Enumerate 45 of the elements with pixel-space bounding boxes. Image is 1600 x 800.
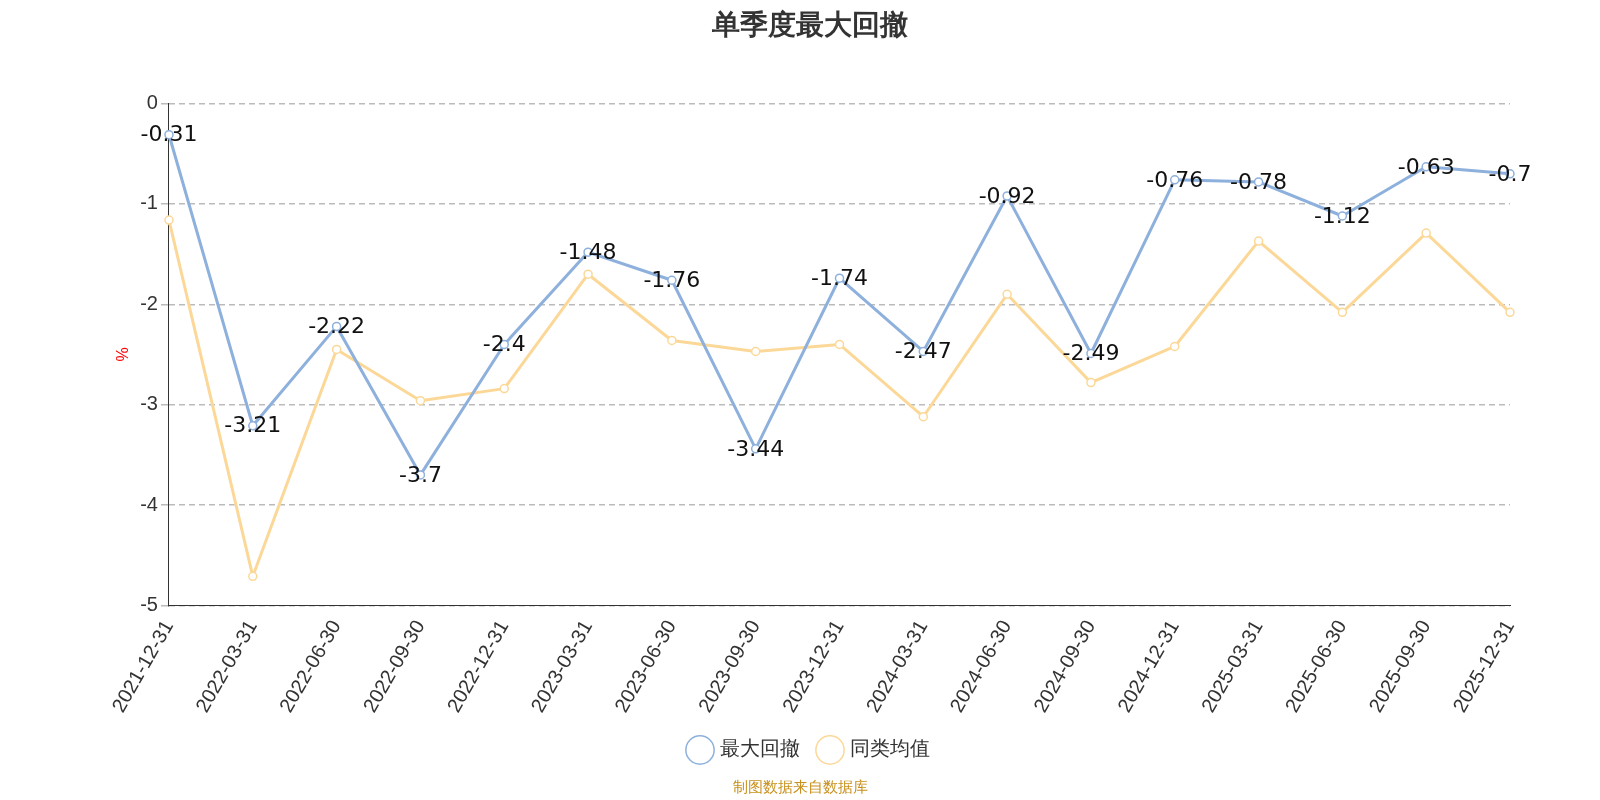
point [1170,341,1180,352]
data-label: -0.31 [140,121,198,147]
data-label: -0.92 [978,182,1036,208]
y-tick-label: -5 [140,592,158,615]
point [834,339,845,350]
y-tick-label: -2 [140,291,158,314]
data-label: -1.74 [811,264,868,290]
point [1337,307,1348,318]
point [1002,289,1012,300]
y-tick-label: -4 [140,492,158,515]
point [1253,236,1264,246]
data-label: -0.78 [1230,168,1288,194]
point [499,383,509,394]
point [164,215,174,225]
data-label: -1.76 [643,266,701,292]
point [1086,377,1096,388]
data-label: -2.49 [1062,340,1120,366]
data-label: -0.7 [1488,160,1532,186]
data-label: -3.7 [398,461,442,487]
chart-title: 单季度最大回撤 [711,8,908,42]
point [667,335,677,346]
point [918,411,929,422]
data-label: -0.63 [1397,153,1455,179]
data-label: -3.21 [224,412,282,438]
point [583,269,593,279]
data-label: -2.4 [482,331,526,357]
legend-label: 最大回撤 [720,736,800,761]
point [1421,228,1431,238]
point [1505,307,1515,318]
point [750,346,761,357]
data-label: -1.48 [559,238,617,264]
y-tick-label: -3 [140,392,158,415]
y-tick-label: 0 [146,91,158,114]
point [248,571,258,582]
data-label: -2.22 [308,313,366,339]
y-axis-title: % [114,347,132,362]
data-label: -1.12 [1313,202,1371,228]
point [331,344,342,355]
text: 制图数据来自数据库 [731,778,869,797]
data-label: -3.44 [727,435,785,461]
legend-label: 同类均值 [850,736,930,761]
point [415,395,426,406]
data-label: -2.47 [894,338,952,364]
y-tick-label: -1 [140,191,158,214]
data-label: -0.76 [1146,166,1204,192]
